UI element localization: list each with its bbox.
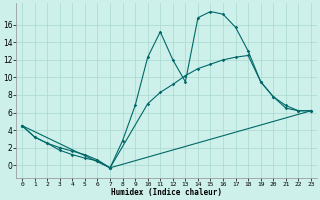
- X-axis label: Humidex (Indice chaleur): Humidex (Indice chaleur): [111, 188, 222, 197]
